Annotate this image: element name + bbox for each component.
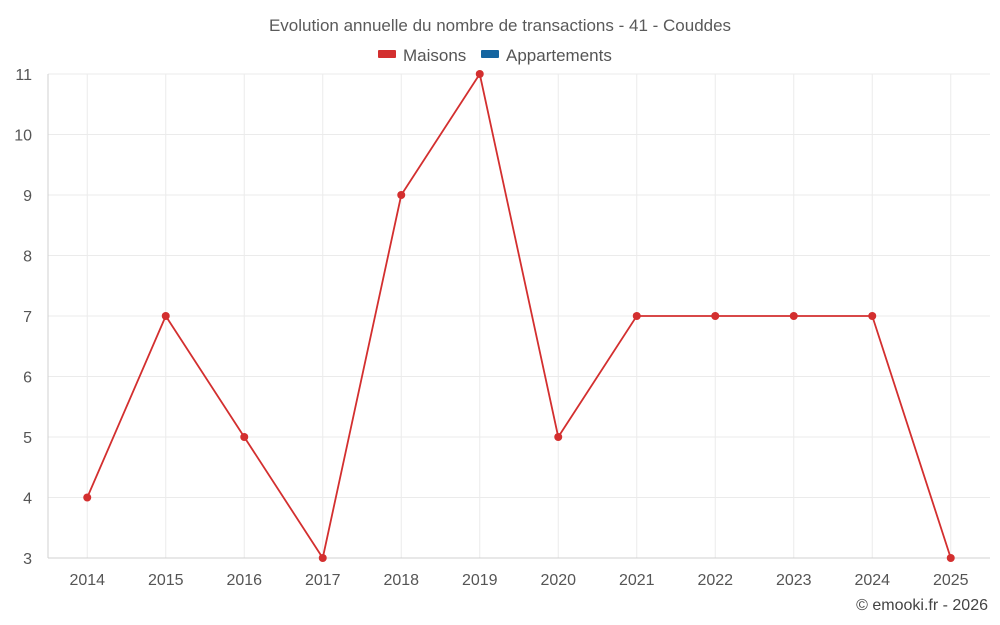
y-tick-label: 3 — [23, 551, 32, 568]
x-tick-label: 2020 — [540, 572, 576, 589]
legend-item-maisons[interactable]: Maisons — [378, 46, 466, 65]
data-point[interactable] — [554, 433, 563, 441]
axes — [47, 74, 990, 559]
x-tick-label: 2017 — [305, 572, 341, 589]
x-tick-label: 2015 — [148, 572, 184, 589]
data-point[interactable] — [711, 312, 720, 320]
y-tick-label: 8 — [23, 249, 32, 266]
data-point[interactable] — [397, 191, 406, 199]
x-tick-label: 2019 — [462, 572, 498, 589]
x-tick-label: 2022 — [697, 572, 733, 589]
data-point[interactable] — [946, 554, 955, 562]
x-axis-ticks: 2014 2015 2016 2017 2018 2019 2020 2021 2022 2023… — [69, 572, 968, 589]
legend-label-maisons: Maisons — [403, 46, 466, 65]
y-tick-label: 6 — [23, 370, 32, 387]
legend-swatch-maisons — [378, 50, 396, 58]
y-tick-label: 9 — [23, 188, 32, 205]
data-point[interactable] — [240, 433, 249, 441]
series-layer — [83, 70, 955, 562]
y-tick-label: 7 — [23, 309, 32, 326]
x-tick-label: 2024 — [854, 572, 890, 589]
y-axis-ticks: 3 4 5 6 7 8 9 10 11 — [14, 67, 32, 568]
data-point[interactable] — [83, 493, 92, 502]
x-tick-label: 2016 — [226, 572, 262, 589]
legend-item-appartements[interactable]: Appartements — [481, 46, 612, 65]
series-line-maisons — [86, 73, 952, 559]
data-point[interactable] — [632, 312, 641, 320]
y-tick-label: 10 — [14, 128, 32, 145]
data-point[interactable] — [789, 312, 798, 320]
data-point[interactable] — [868, 312, 877, 320]
data-point[interactable] — [161, 312, 170, 320]
chart-title: Evolution annuelle du nombre de transact… — [269, 16, 731, 35]
legend-swatch-appartements — [481, 50, 499, 58]
legend[interactable]: Maisons Appartements — [378, 46, 612, 65]
y-tick-label: 11 — [15, 67, 32, 84]
x-tick-label: 2025 — [933, 572, 969, 589]
y-tick-label: 5 — [23, 430, 32, 447]
x-tick-label: 2021 — [619, 572, 655, 589]
credit-text: © emooki.fr - 2026 — [856, 597, 988, 614]
x-tick-label: 2018 — [383, 572, 419, 589]
x-tick-label: 2023 — [776, 572, 812, 589]
data-point[interactable] — [475, 70, 484, 78]
y-tick-label: 4 — [23, 491, 32, 508]
legend-label-appartements: Appartements — [506, 46, 612, 65]
x-tick-label: 2014 — [69, 572, 105, 589]
data-point[interactable] — [318, 554, 327, 562]
